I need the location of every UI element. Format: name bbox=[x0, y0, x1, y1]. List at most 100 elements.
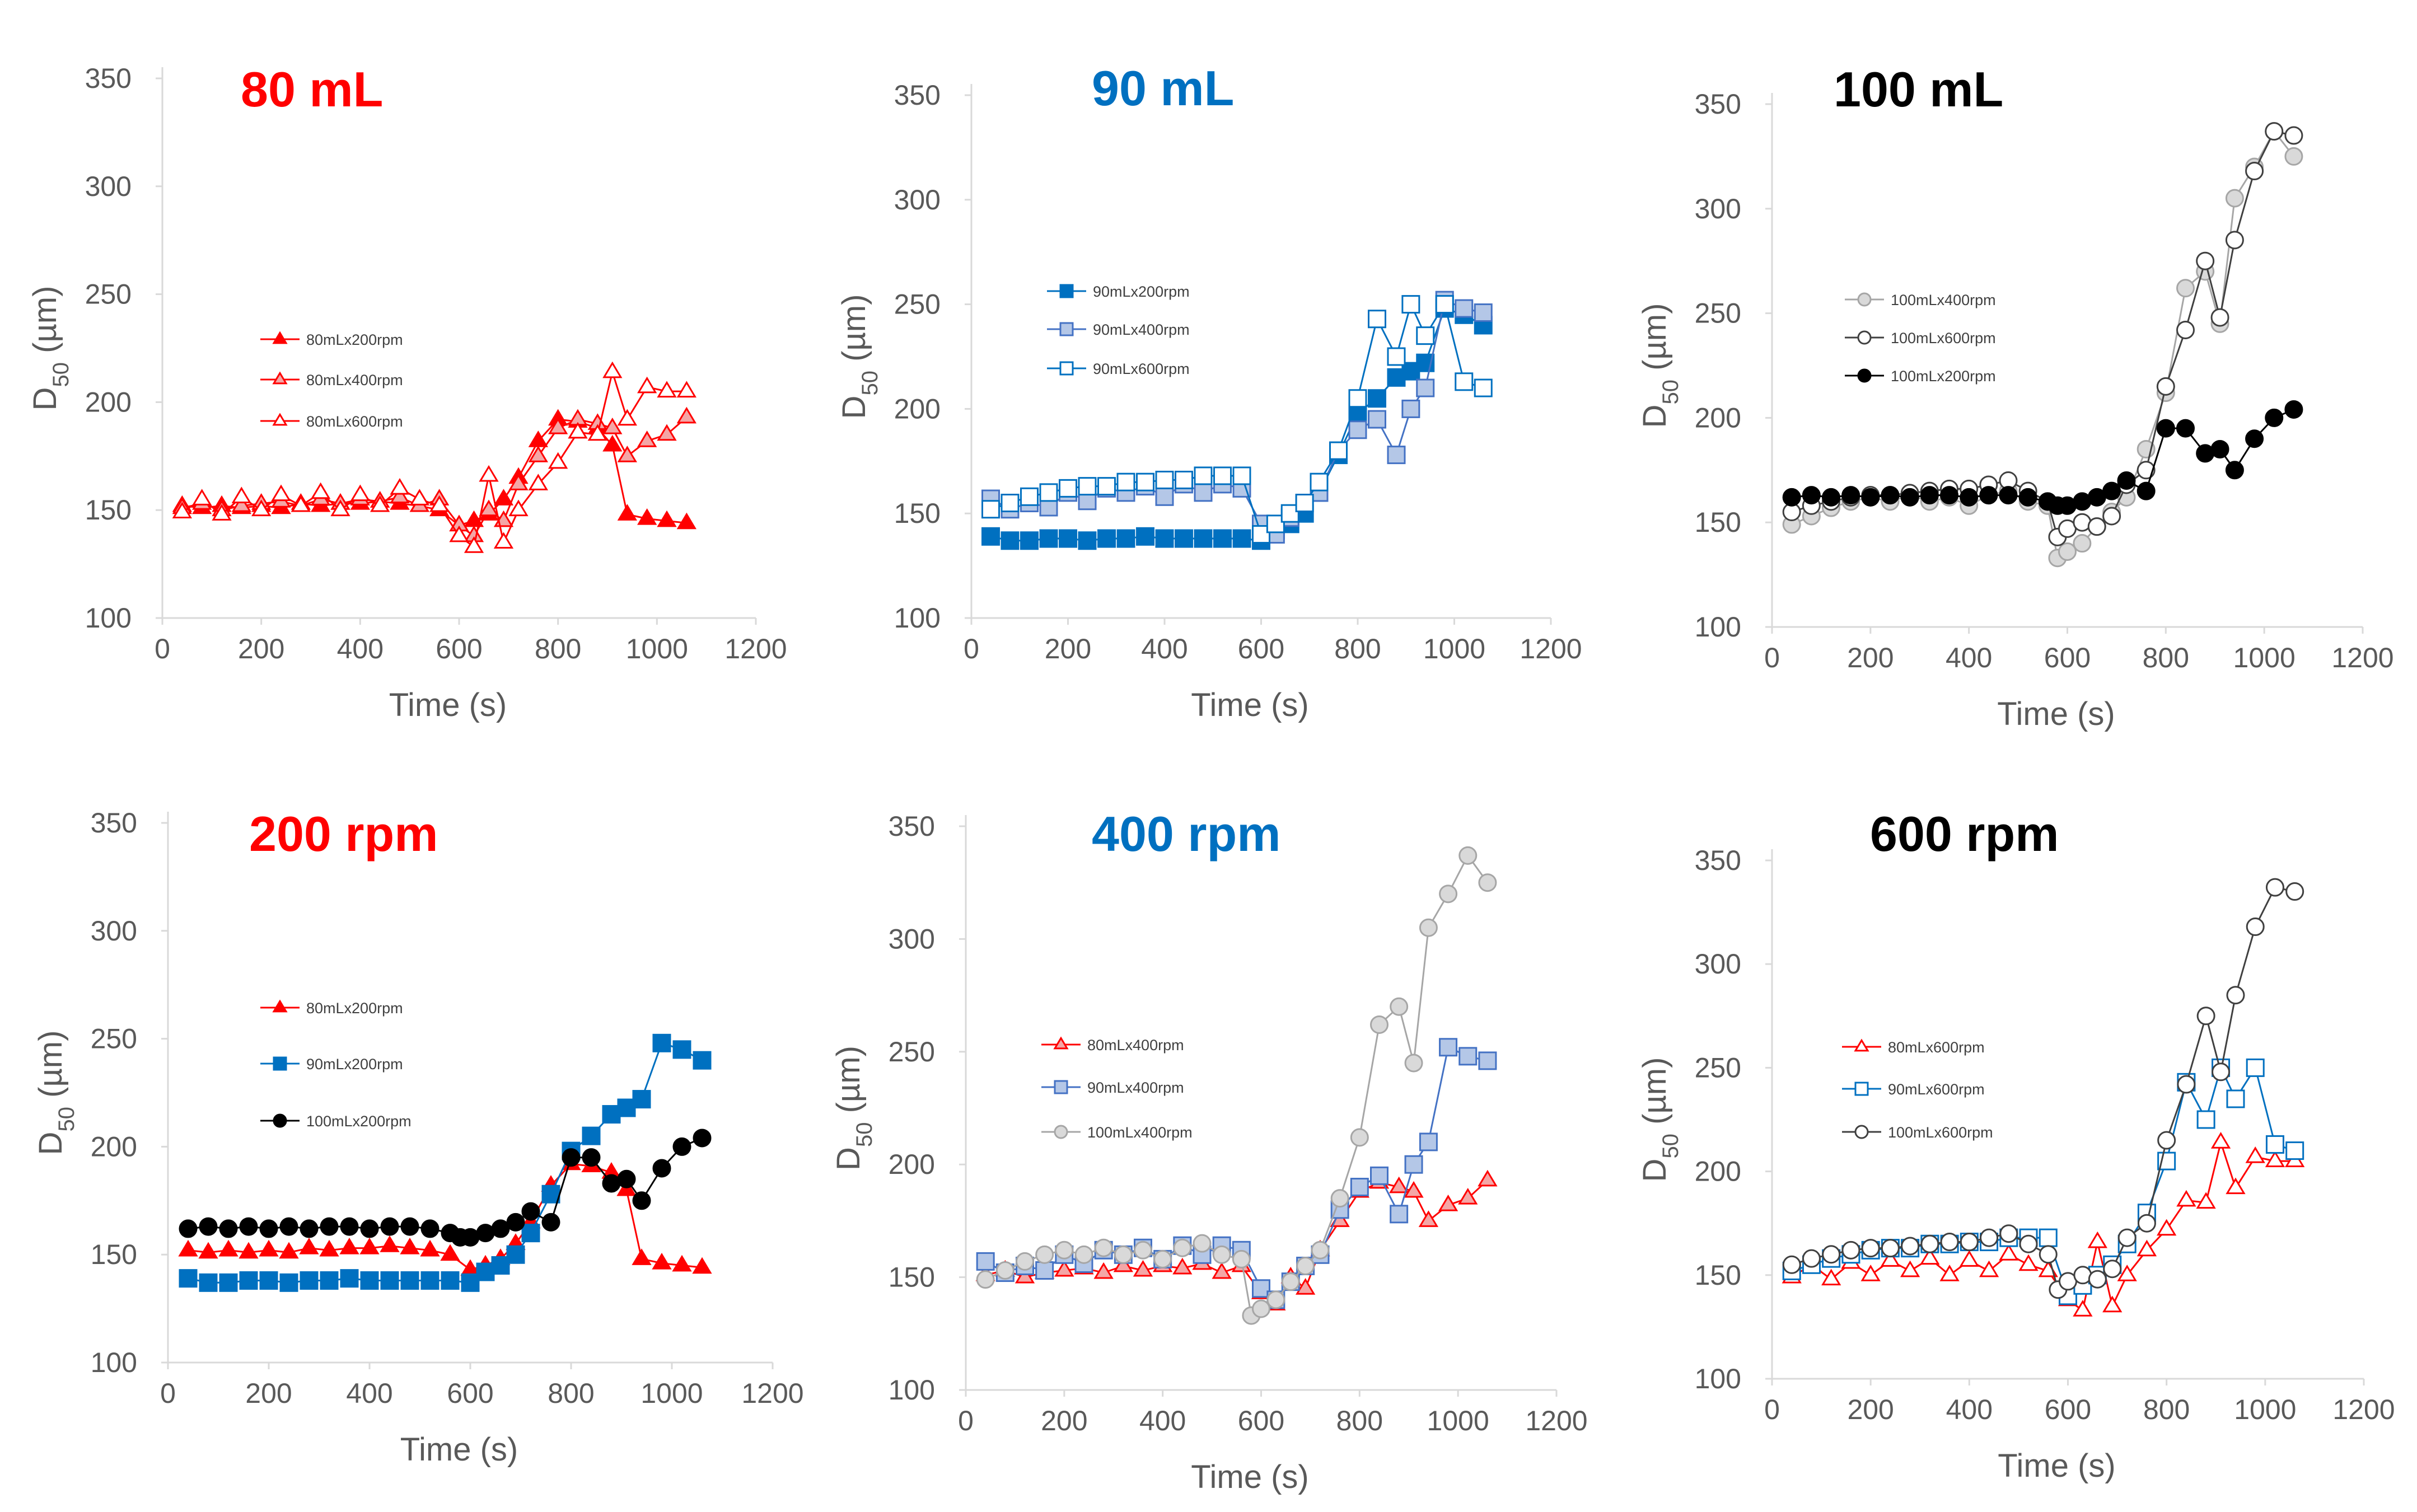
data-point bbox=[479, 499, 499, 517]
data-point bbox=[1999, 1244, 2019, 1261]
y-tick-label: 150 bbox=[85, 494, 132, 526]
x-axis-title: Time (s) bbox=[400, 1431, 518, 1468]
legend-label: 90mLx400rpm bbox=[1087, 1079, 1184, 1096]
y-tick-label: 350 bbox=[894, 79, 941, 111]
data-point bbox=[521, 1202, 540, 1221]
data-point bbox=[1020, 487, 1039, 506]
data-point bbox=[359, 1237, 380, 1254]
data-point bbox=[429, 495, 450, 512]
legend-marker bbox=[1059, 284, 1074, 298]
data-point bbox=[2226, 1177, 2246, 1195]
data-point bbox=[299, 1237, 319, 1254]
series-80mLx400rpm bbox=[172, 406, 696, 542]
data-point bbox=[1035, 1245, 1054, 1264]
data-point bbox=[1387, 446, 1406, 465]
data-point bbox=[1390, 997, 1409, 1016]
data-point bbox=[1059, 479, 1077, 498]
data-point bbox=[2176, 1190, 2196, 1207]
data-point bbox=[506, 1245, 525, 1264]
x-tick-label: 400 bbox=[337, 633, 384, 664]
data-point bbox=[637, 430, 657, 447]
data-point bbox=[1458, 846, 1478, 865]
data-point bbox=[1999, 1224, 2018, 1243]
x-tick-label: 800 bbox=[535, 633, 581, 664]
y-tick-label: 250 bbox=[889, 1036, 935, 1068]
data-point bbox=[330, 499, 350, 517]
data-point bbox=[2117, 1228, 2137, 1247]
data-point bbox=[1478, 1169, 1498, 1187]
x-tick-label: 400 bbox=[1946, 642, 1992, 673]
legend-label: 90mLx400rpm bbox=[1093, 321, 1190, 338]
data-point bbox=[1979, 1260, 1999, 1277]
data-point bbox=[2073, 534, 2092, 553]
legend-marker bbox=[1857, 330, 1872, 345]
series-80mLx600rpm bbox=[172, 361, 696, 553]
data-point bbox=[528, 446, 548, 462]
data-point bbox=[360, 1219, 379, 1238]
data-point bbox=[441, 1271, 460, 1290]
data-point bbox=[2245, 429, 2264, 448]
data-point bbox=[1350, 1177, 1369, 1196]
data-point bbox=[693, 1051, 712, 1070]
data-point bbox=[300, 1219, 319, 1238]
data-point bbox=[652, 1159, 671, 1178]
data-point bbox=[1213, 529, 1232, 548]
y-tick-label: 200 bbox=[1695, 1156, 1741, 1187]
data-point bbox=[360, 1271, 379, 1290]
chart-panel-6: 0 200 400 600 800 1000 1200 100 150 200 250 300 350 T… bbox=[1637, 806, 2395, 1484]
data-point bbox=[1419, 1132, 1438, 1151]
data-point bbox=[339, 1237, 359, 1254]
data-point bbox=[541, 1213, 560, 1232]
data-point bbox=[1455, 299, 1474, 318]
data-point bbox=[319, 1239, 339, 1257]
data-point bbox=[1474, 378, 1493, 397]
data-point bbox=[2225, 231, 2244, 250]
data-point bbox=[506, 1213, 525, 1232]
series-line bbox=[1791, 1065, 2296, 1298]
y-axis-title: D50 (µm) bbox=[1637, 1057, 1683, 1182]
data-point bbox=[1940, 1233, 1959, 1252]
data-point bbox=[602, 1174, 621, 1193]
data-point bbox=[995, 1261, 1015, 1280]
legend-entry-90mLx200rpm: 90mLx200rpm bbox=[260, 1056, 403, 1073]
data-point bbox=[1439, 1038, 1458, 1057]
y-tick-label: 300 bbox=[889, 923, 935, 954]
legend-entry-90mLx400rpm: 90mLx400rpm bbox=[1047, 321, 1190, 338]
data-point bbox=[2196, 251, 2215, 270]
y-tick-label: 300 bbox=[1695, 948, 1741, 980]
data-point bbox=[178, 1239, 198, 1257]
data-point bbox=[2019, 1234, 2038, 1253]
data-point bbox=[1173, 1238, 1192, 1257]
data-point bbox=[1039, 483, 1058, 502]
chart-panel-4: 0 200 400 600 800 1000 1200 100 150 200 250 300 350 T… bbox=[32, 806, 804, 1468]
y-tick-label: 100 bbox=[889, 1374, 935, 1406]
data-point bbox=[1940, 486, 1958, 505]
data-point bbox=[1404, 1181, 1424, 1198]
series-line bbox=[1791, 1139, 2295, 1312]
data-point bbox=[676, 406, 696, 424]
x-axis-title: Time (s) bbox=[1191, 687, 1308, 723]
data-point bbox=[300, 1271, 319, 1290]
x-tick-label: 0 bbox=[958, 1405, 974, 1436]
x-tick-label: 600 bbox=[2044, 642, 2091, 673]
data-point bbox=[602, 1105, 621, 1124]
data-point bbox=[1802, 486, 1821, 505]
data-point bbox=[617, 504, 637, 521]
y-axis-title: D50 (µm) bbox=[830, 1046, 877, 1171]
legend-entry-100mLx400rpm: 100mLx400rpm bbox=[1041, 1124, 1193, 1141]
data-point bbox=[461, 1228, 480, 1247]
y-axis-title: D50 (µm) bbox=[1637, 303, 1683, 428]
data-point bbox=[1175, 529, 1193, 548]
data-point bbox=[602, 417, 623, 434]
data-point bbox=[199, 1273, 218, 1292]
data-point bbox=[2176, 320, 2195, 339]
data-point bbox=[617, 1098, 636, 1117]
data-point bbox=[1458, 1187, 1478, 1205]
data-point bbox=[2265, 1150, 2285, 1168]
data-point bbox=[2246, 1058, 2265, 1077]
data-point bbox=[617, 446, 637, 462]
data-point bbox=[1416, 378, 1435, 397]
data-point bbox=[1193, 1234, 1212, 1253]
data-point bbox=[1136, 472, 1154, 491]
data-point bbox=[2117, 471, 2136, 490]
